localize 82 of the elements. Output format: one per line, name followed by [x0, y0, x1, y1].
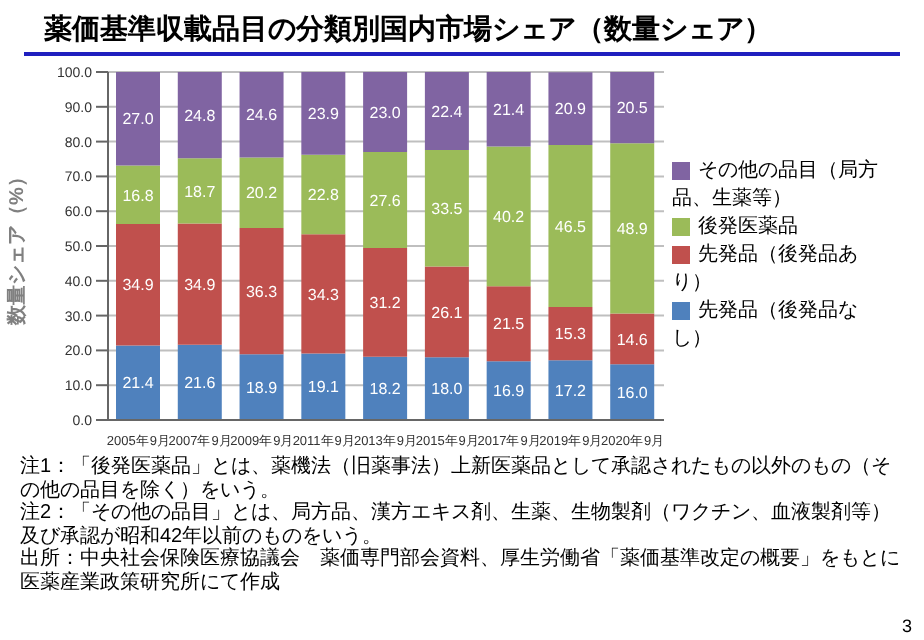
data-label: 34.3 — [307, 285, 340, 304]
bar — [301, 154, 346, 235]
bar — [548, 145, 593, 307]
data-label: 16.8 — [122, 186, 155, 205]
legend-label: 後発医薬品 — [698, 216, 798, 238]
legend-label: 先発品（後発品あり） — [672, 244, 858, 294]
data-label: 48.9 — [616, 220, 649, 239]
text: 注1：「後発医薬品」とは、薬機法（旧薬事法）上新医薬品として承認されたもの以外のもの（その他の品目を除く）をいう。 — [20, 456, 894, 501]
bar — [486, 361, 531, 420]
data-label: 20.9 — [554, 100, 588, 119]
text: 出所：中央社会保険医療協議会 薬価専門部会資料、厚生労働省「薬価基準改定の概要」をもとに医薬産業政策研究所にて作成 — [20, 548, 902, 594]
bar — [548, 72, 593, 146]
data-label: 19.1 — [307, 378, 340, 397]
data-label: 18.7 — [184, 182, 217, 201]
data-label: 24.6 — [245, 106, 279, 125]
bar — [610, 313, 655, 365]
data-label: 20.2 — [245, 184, 279, 203]
data-label: 18.9 — [245, 378, 279, 397]
bar — [177, 223, 222, 345]
bar — [177, 158, 222, 224]
data-label: 22.8 — [307, 186, 340, 205]
bar — [424, 72, 469, 150]
bar — [363, 72, 408, 153]
data-label: 20.5 — [616, 99, 649, 118]
data-label: 14.6 — [616, 330, 649, 349]
bar — [116, 224, 160, 346]
legend-label: その他の品目（局方品、生薬等） — [672, 160, 878, 210]
data-label: 34.9 — [122, 276, 155, 295]
bar — [363, 356, 408, 420]
bar — [486, 72, 531, 147]
bar — [424, 266, 469, 358]
data-label: 15.3 — [554, 325, 588, 344]
bar — [610, 364, 655, 420]
bar — [301, 353, 346, 420]
data-label: 36.3 — [245, 282, 279, 301]
bar — [424, 357, 469, 420]
data-label: 16.9 — [493, 382, 526, 401]
data-label: 26.1 — [431, 303, 464, 322]
data-label: 27.0 — [122, 110, 155, 129]
y-axis-title: 数量シェア（%） — [5, 167, 30, 327]
data-label: 21.4 — [122, 374, 155, 393]
data-label: 40.2 — [493, 208, 526, 227]
data-label: 18.0 — [431, 380, 464, 399]
data-label: 46.5 — [554, 217, 588, 236]
text: 注2：「その他の品目」とは、局方品、漢方エキス剤、生薬、生物製剤（ワクチン、血液製剤等）及び承認が昭和42年以前のものをいう。 — [20, 502, 894, 547]
data-label: 21.6 — [184, 374, 217, 393]
data-label: 21.4 — [493, 100, 526, 119]
data-label: 17.2 — [554, 381, 588, 400]
chart-title: 薬価基準収載品目の分類別国内市場シェア（数量シェア） — [42, 10, 774, 48]
bar — [239, 354, 284, 420]
data-label: 23.9 — [307, 105, 340, 124]
bar — [363, 152, 408, 249]
bar — [239, 157, 284, 228]
bar — [239, 227, 284, 355]
data-label: 18.2 — [369, 380, 402, 399]
data-label: 34.9 — [184, 275, 217, 294]
bar — [610, 72, 655, 144]
bar — [486, 286, 531, 362]
data-label: 31.2 — [369, 294, 402, 313]
data-label: 33.5 — [431, 199, 464, 218]
bar — [548, 360, 593, 420]
data-label: 27.6 — [369, 191, 402, 210]
data-label: 16.0 — [616, 383, 649, 402]
data-label: 23.0 — [369, 103, 402, 122]
bar — [177, 344, 222, 420]
data-label: 22.4 — [431, 102, 464, 121]
bar — [116, 72, 160, 166]
bar — [424, 149, 469, 267]
bar — [610, 143, 655, 314]
bar — [301, 234, 346, 354]
legend-label: 先発品（後発品なし） — [672, 300, 858, 350]
bar — [116, 345, 160, 420]
bar — [548, 306, 593, 361]
bar — [486, 146, 531, 287]
bar — [301, 72, 346, 155]
data-label: 21.5 — [493, 315, 526, 334]
bar — [239, 72, 284, 158]
bar — [116, 165, 160, 225]
text: 3 — [901, 616, 912, 636]
bar — [177, 72, 222, 159]
bar — [363, 248, 408, 357]
data-label: 24.8 — [184, 106, 217, 125]
